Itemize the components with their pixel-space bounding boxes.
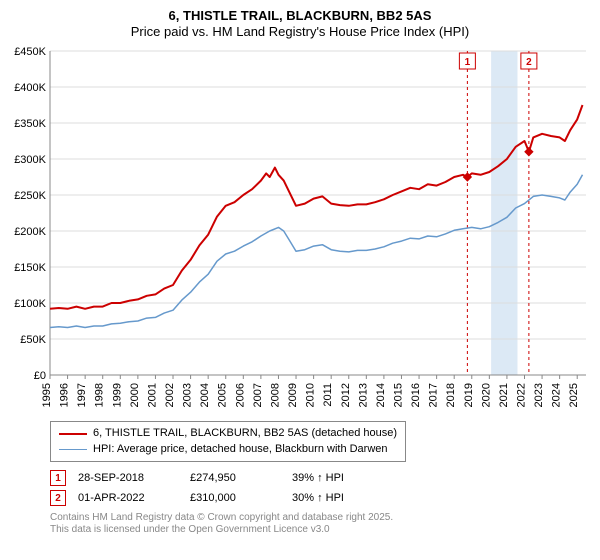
svg-text:2022: 2022 bbox=[515, 383, 527, 407]
sale-rows: 1 28-SEP-2018 £274,950 39% ↑ HPI 2 01-APR-202… bbox=[50, 468, 590, 508]
sale-date: 28-SEP-2018 bbox=[78, 472, 178, 484]
sale-row: 1 28-SEP-2018 £274,950 39% ↑ HPI bbox=[50, 468, 590, 488]
chart-svg: £0 £50K £100K £150K £200K £250K £300K £350K £400… bbox=[10, 45, 590, 415]
svg-text:2019: 2019 bbox=[463, 383, 475, 407]
sale-row: 2 01-APR-2022 £310,000 30% ↑ HPI bbox=[50, 488, 590, 508]
svg-text:2011: 2011 bbox=[322, 383, 334, 407]
sale-price: £274,950 bbox=[190, 472, 280, 484]
page-subtitle: Price paid vs. HM Land Registry's House … bbox=[10, 24, 590, 39]
svg-text:2010: 2010 bbox=[305, 383, 317, 407]
footer-line1: Contains HM Land Registry data © Crown c… bbox=[50, 512, 590, 524]
svg-text:2015: 2015 bbox=[392, 383, 404, 407]
svg-text:2016: 2016 bbox=[410, 383, 422, 407]
svg-text:1998: 1998 bbox=[94, 383, 106, 407]
sale-delta: 39% ↑ HPI bbox=[292, 472, 344, 484]
legend-swatch-2 bbox=[59, 449, 87, 450]
svg-text:2004: 2004 bbox=[199, 383, 211, 407]
footer-line2: This data is licensed under the Open Gov… bbox=[50, 524, 590, 536]
price-chart: £0 £50K £100K £150K £200K £250K £300K £350K £400… bbox=[10, 45, 590, 415]
svg-text:£0: £0 bbox=[34, 370, 46, 382]
footer: Contains HM Land Registry data © Crown c… bbox=[50, 512, 590, 536]
svg-text:£350K: £350K bbox=[14, 118, 46, 130]
svg-text:2020: 2020 bbox=[480, 383, 492, 407]
svg-text:£400K: £400K bbox=[14, 82, 46, 94]
svg-text:2000: 2000 bbox=[129, 383, 141, 407]
sale-price: £310,000 bbox=[190, 492, 280, 504]
svg-text:2001: 2001 bbox=[146, 383, 158, 407]
sale-marker-icon: 1 bbox=[50, 470, 66, 486]
svg-text:£450K: £450K bbox=[14, 46, 46, 58]
legend-row-1: 6, THISTLE TRAIL, BLACKBURN, BB2 5AS (de… bbox=[59, 426, 397, 441]
svg-text:2003: 2003 bbox=[182, 383, 194, 407]
legend-row-2: HPI: Average price, detached house, Blac… bbox=[59, 442, 397, 457]
svg-text:1995: 1995 bbox=[41, 383, 53, 407]
svg-text:2021: 2021 bbox=[498, 383, 510, 407]
svg-text:£200K: £200K bbox=[14, 226, 46, 238]
svg-text:2014: 2014 bbox=[375, 383, 387, 407]
sale-date: 01-APR-2022 bbox=[78, 492, 178, 504]
page-title: 6, THISTLE TRAIL, BLACKBURN, BB2 5AS bbox=[10, 8, 590, 24]
svg-text:2018: 2018 bbox=[445, 383, 457, 407]
svg-text:2006: 2006 bbox=[234, 383, 246, 407]
legend-label-1: 6, THISTLE TRAIL, BLACKBURN, BB2 5AS (de… bbox=[93, 426, 397, 441]
sale-delta: 30% ↑ HPI bbox=[292, 492, 344, 504]
svg-text:1996: 1996 bbox=[59, 383, 71, 407]
svg-text:2009: 2009 bbox=[287, 383, 299, 407]
svg-text:2: 2 bbox=[526, 57, 532, 68]
svg-text:2025: 2025 bbox=[568, 383, 580, 407]
legend-label-2: HPI: Average price, detached house, Blac… bbox=[93, 442, 388, 457]
svg-text:£150K: £150K bbox=[14, 262, 46, 274]
svg-text:2005: 2005 bbox=[217, 383, 229, 407]
svg-text:2023: 2023 bbox=[533, 383, 545, 407]
svg-text:1: 1 bbox=[465, 57, 471, 68]
svg-text:2007: 2007 bbox=[252, 383, 264, 407]
svg-text:1997: 1997 bbox=[76, 383, 88, 407]
svg-text:£50K: £50K bbox=[20, 334, 46, 346]
legend-swatch-1 bbox=[59, 433, 87, 435]
sale-marker-icon: 2 bbox=[50, 490, 66, 506]
svg-text:1999: 1999 bbox=[111, 383, 123, 407]
svg-text:2013: 2013 bbox=[357, 383, 369, 407]
svg-text:2017: 2017 bbox=[428, 383, 440, 407]
svg-text:2002: 2002 bbox=[164, 383, 176, 407]
svg-text:£300K: £300K bbox=[14, 154, 46, 166]
svg-text:£100K: £100K bbox=[14, 298, 46, 310]
legend-box: 6, THISTLE TRAIL, BLACKBURN, BB2 5AS (de… bbox=[50, 421, 406, 462]
svg-text:2008: 2008 bbox=[269, 383, 281, 407]
svg-text:£250K: £250K bbox=[14, 190, 46, 202]
svg-text:2024: 2024 bbox=[551, 383, 563, 407]
svg-text:2012: 2012 bbox=[340, 383, 352, 407]
